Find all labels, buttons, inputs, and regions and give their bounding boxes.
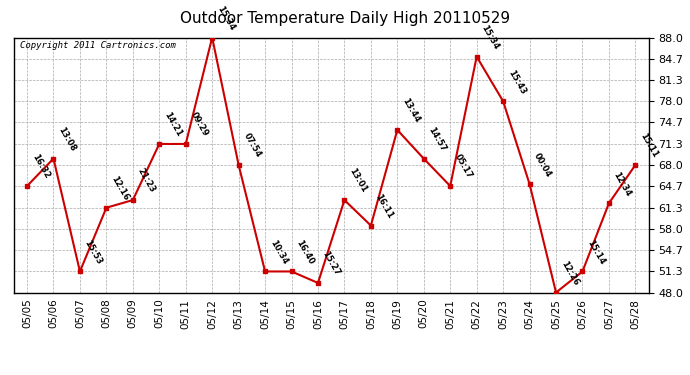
Text: 07:54: 07:54 [241, 132, 262, 159]
Text: 14:21: 14:21 [162, 111, 184, 138]
Text: 13:44: 13:44 [400, 97, 422, 124]
Text: 10:34: 10:34 [268, 238, 289, 266]
Text: 00:04: 00:04 [533, 151, 553, 178]
Text: 13:08: 13:08 [57, 126, 77, 153]
Text: 15:43: 15:43 [506, 68, 527, 96]
Text: 16:32: 16:32 [30, 153, 51, 180]
Text: 12:34: 12:34 [612, 170, 633, 198]
Text: 15:27: 15:27 [321, 250, 342, 278]
Text: Outdoor Temperature Daily High 20110529: Outdoor Temperature Daily High 20110529 [180, 11, 510, 26]
Text: 14:57: 14:57 [426, 125, 448, 153]
Text: 15:34: 15:34 [215, 4, 236, 32]
Text: 05:17: 05:17 [453, 153, 474, 180]
Text: 09:29: 09:29 [188, 111, 210, 138]
Text: 12:26: 12:26 [559, 259, 580, 287]
Text: 16:11: 16:11 [374, 192, 395, 220]
Text: 12:16: 12:16 [109, 174, 130, 202]
Text: 15:11: 15:11 [638, 132, 660, 159]
Text: Copyright 2011 Cartronics.com: Copyright 2011 Cartronics.com [20, 41, 176, 50]
Text: 15:53: 15:53 [83, 238, 104, 266]
Text: 13:01: 13:01 [347, 167, 368, 195]
Text: 15:14: 15:14 [585, 238, 607, 266]
Text: 16:40: 16:40 [295, 238, 315, 266]
Text: 21:23: 21:23 [136, 167, 157, 195]
Text: 15:34: 15:34 [480, 23, 501, 51]
